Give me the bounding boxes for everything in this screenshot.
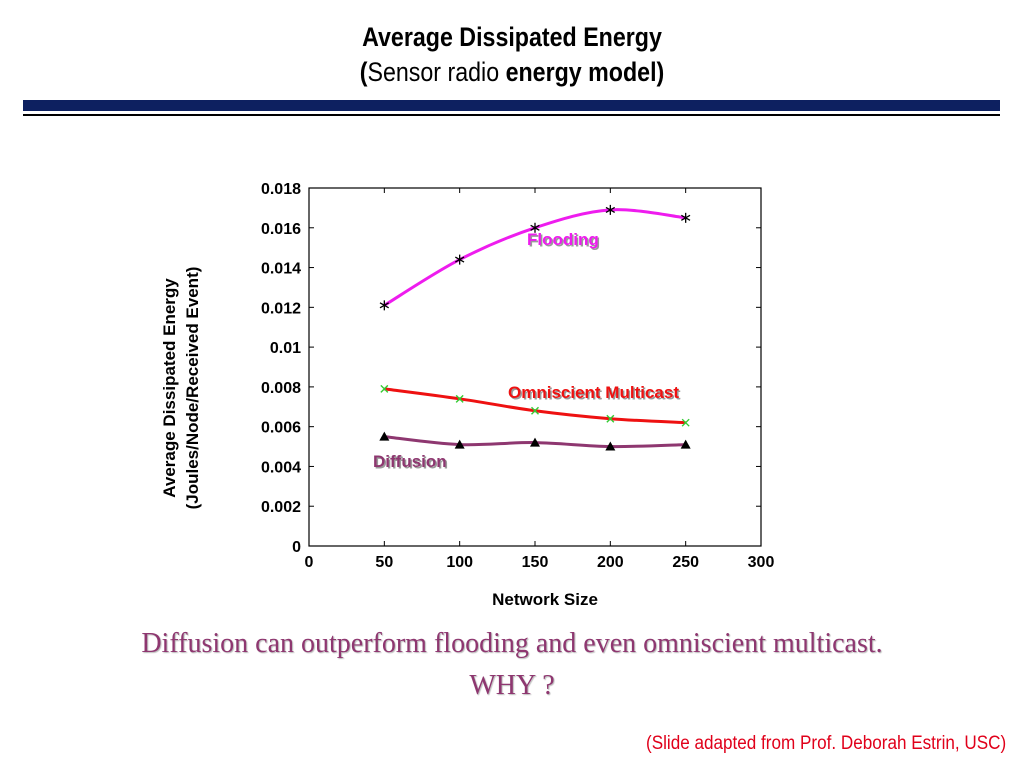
slide-title: Average Dissipated Energy	[72, 22, 953, 53]
series-label-1: Omniscient Multicast	[508, 383, 679, 402]
data-point-asterisk	[680, 212, 691, 223]
header-divider-line	[23, 114, 1000, 116]
subtitle-rest: energy model)	[499, 57, 665, 87]
data-point-x	[606, 414, 615, 423]
header-divider-bar	[23, 100, 1000, 111]
x-tick-label: 250	[672, 554, 699, 571]
data-point-asterisk	[605, 204, 616, 215]
slide-title-line1: Average Dissipated Energy	[362, 22, 662, 52]
slide-subtitle: (Sensor radio energy model)	[72, 57, 953, 88]
data-point-asterisk	[379, 300, 390, 311]
y-tick-label: 0.002	[261, 499, 301, 516]
data-point-x	[681, 418, 690, 427]
credit-text: (Slide adapted from Prof. Deborah Estrin…	[645, 733, 1006, 754]
data-point-triangle	[454, 439, 465, 449]
axis-ticks	[308, 187, 762, 547]
y-axis-label-line2: (Joules/Node/Received Event)	[183, 267, 202, 510]
data-point-asterisk	[530, 222, 540, 233]
y-axis-label-line1: Average Dissipated Energy	[160, 278, 179, 498]
y-tick-label: 0	[292, 539, 301, 556]
series-label-shadow: Omniscient Multicast	[510, 385, 681, 404]
subtitle-open-paren: (	[359, 57, 368, 87]
series-label-0: Flooding	[527, 230, 599, 249]
caption-line1: Diffusion can outperform flooding and ev…	[141, 628, 883, 659]
y-tick-label: 0.004	[261, 459, 301, 476]
x-tick-label: 200	[597, 554, 624, 571]
data-point-x	[531, 406, 539, 415]
data-point-triangle	[379, 431, 390, 441]
y-tick-label: 0.018	[261, 181, 301, 198]
data-point-triangle	[680, 439, 691, 449]
series-label-shadow: Diffusion	[375, 454, 449, 473]
series-label-shadow: Flooding	[529, 232, 601, 251]
x-axis-label: Network Size	[492, 590, 598, 609]
data-point-x	[380, 384, 389, 393]
data-point-triangle	[605, 441, 616, 451]
tick-labels: 0 50 100 150 200 250 300 0 0.002 0.004 0.006 0.008 0…	[261, 181, 774, 571]
data-point-triangle	[530, 437, 540, 447]
subtitle-highlight: Sensor radio	[367, 57, 500, 87]
y-tick-label: 0.012	[261, 300, 301, 317]
y-tick-label: 0.006	[261, 420, 301, 437]
x-tick-label: 150	[522, 554, 549, 571]
x-tick-label: 100	[446, 554, 473, 571]
x-tick-label: 50	[375, 554, 393, 571]
y-tick-label: 0.01	[270, 340, 301, 357]
data-point-asterisk	[454, 254, 465, 265]
y-tick-label: 0.014	[261, 261, 301, 278]
series-label-2: Diffusion	[373, 452, 447, 471]
x-tick-label: 300	[748, 554, 775, 571]
y-tick-label: 0.008	[261, 380, 301, 397]
caption-line2: WHY ?	[469, 670, 555, 701]
y-tick-label: 0.016	[261, 221, 301, 238]
data-point-x	[455, 394, 464, 403]
x-tick-label: 0	[305, 554, 314, 571]
